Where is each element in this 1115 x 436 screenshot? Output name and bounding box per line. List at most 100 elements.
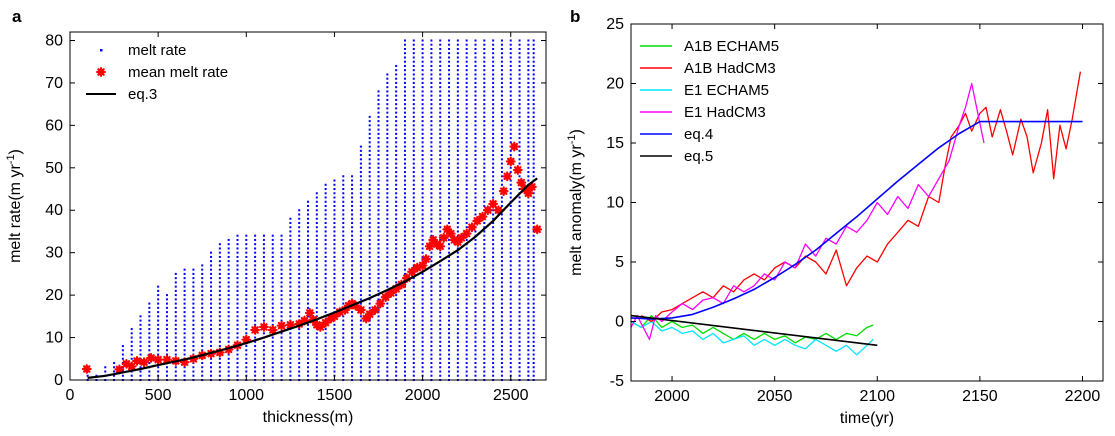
melt-rate-point (298, 370, 301, 373)
melt-rate-point (465, 166, 468, 169)
melt-rate-point (386, 345, 389, 348)
melt-rate-point (395, 251, 398, 254)
melt-rate-point (439, 251, 442, 254)
melt-rate-point (532, 323, 535, 326)
melt-rate-point (395, 306, 398, 309)
melt-rate-point (324, 370, 327, 373)
melt-rate-point (500, 281, 503, 284)
mean-melt-rate-point (498, 186, 509, 197)
melt-rate-point (430, 162, 433, 165)
melt-rate-point (395, 268, 398, 271)
melt-rate-point (421, 111, 424, 114)
melt-rate-point (456, 73, 459, 76)
melt-rate-point (500, 124, 503, 127)
melt-rate-point (342, 332, 345, 335)
melt-rate-point (532, 141, 535, 144)
melt-rate-point (474, 298, 477, 301)
melt-rate-point (509, 188, 512, 191)
melt-rate-point (307, 332, 309, 335)
melt-rate-point (421, 285, 424, 288)
melt-rate-point (532, 247, 535, 250)
melt-rate-point (465, 277, 468, 280)
melt-rate-point (377, 183, 380, 186)
melt-rate-point (430, 124, 433, 127)
melt-rate-point (368, 306, 371, 309)
melt-rate-point (386, 175, 389, 178)
melt-rate-point (500, 111, 503, 114)
melt-rate-point (500, 86, 503, 89)
melt-rate-point (377, 171, 380, 174)
melt-rate-point (236, 349, 239, 352)
melt-rate-point (483, 234, 486, 237)
melt-rate-point (351, 247, 354, 250)
melt-rate-point (456, 158, 459, 161)
melt-rate-point (412, 209, 415, 212)
melt-rate-point (254, 277, 257, 280)
melt-rate-point (527, 39, 530, 42)
melt-rate-point (395, 98, 398, 101)
melt-rate-point (500, 137, 503, 140)
melt-rate-point (532, 128, 535, 131)
melt-rate-point (430, 285, 433, 288)
melt-rate-point (324, 209, 327, 212)
melt-rate-point (509, 137, 512, 140)
melt-rate-point (342, 298, 345, 301)
melt-rate-point (456, 120, 459, 123)
melt-rate-point (532, 60, 535, 63)
melt-rate-point (474, 175, 477, 178)
legend-marker-mean-melt-rate (96, 67, 106, 77)
melt-rate-point (227, 332, 230, 335)
melt-rate-point (532, 103, 535, 106)
melt-rate-point (492, 56, 495, 59)
melt-rate-point (509, 268, 512, 271)
melt-rate-point (412, 281, 415, 284)
melt-rate-point (430, 234, 433, 237)
melt-rate-point (430, 183, 433, 186)
melt-rate-point (412, 171, 415, 174)
melt-rate-point (236, 319, 239, 322)
melt-rate-point (351, 345, 354, 348)
a-x-tick-label: 2500 (493, 387, 529, 404)
a-y-tick-label: 40 (45, 202, 63, 219)
melt-rate-point (130, 340, 133, 343)
melt-rate-point (474, 281, 477, 284)
melt-rate-point (465, 205, 468, 207)
melt-rate-point (307, 323, 309, 326)
melt-rate-point (448, 243, 451, 246)
melt-rate-point (403, 362, 406, 365)
melt-rate-point (509, 340, 512, 343)
melt-rate-point (359, 366, 362, 369)
melt-rate-point (192, 289, 195, 292)
melt-rate-point (236, 285, 239, 288)
melt-rate-point (465, 77, 468, 80)
melt-rate-point (532, 149, 535, 152)
melt-rate-point (280, 281, 283, 284)
melt-rate-point (532, 115, 535, 118)
melt-rate-point (527, 77, 530, 80)
melt-rate-point (386, 209, 389, 212)
melt-rate-point (403, 217, 406, 220)
melt-rate-point (395, 192, 398, 195)
melt-rate-point (377, 179, 380, 182)
melt-rate-point (315, 277, 318, 280)
melt-rate-point (509, 315, 512, 318)
melt-rate-point (386, 192, 389, 195)
melt-rate-point (474, 192, 477, 195)
melt-rate-point (174, 311, 177, 314)
melt-rate-point (465, 128, 468, 131)
melt-rate-point (386, 77, 389, 80)
melt-rate-point (532, 243, 535, 246)
melt-rate-point (492, 90, 495, 93)
melt-rate-point (465, 120, 468, 123)
melt-rate-point (280, 277, 283, 280)
melt-rate-point (456, 311, 459, 314)
melt-rate-point (289, 345, 292, 348)
melt-rate-point (324, 336, 327, 339)
melt-rate-point (430, 306, 433, 309)
melt-rate-point (492, 171, 495, 174)
melt-rate-point (456, 162, 459, 165)
melt-rate-point (456, 56, 459, 59)
melt-rate-point (500, 366, 503, 369)
melt-rate-point (386, 268, 389, 271)
mean-melt-rate-point (250, 325, 261, 335)
